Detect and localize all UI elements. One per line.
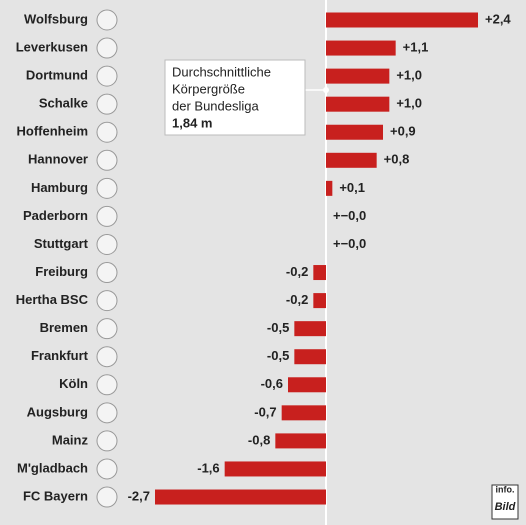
bar: [326, 96, 390, 112]
team-label: Freiburg: [35, 264, 88, 279]
team-logo: [96, 374, 118, 396]
team-logo: [96, 93, 118, 115]
value-label: -0,5: [267, 320, 289, 335]
bar: [155, 489, 326, 505]
bars: Wolfsburg +2,4 Leverkusen +1,1 Dortmund +1,0 S…: [16, 9, 511, 508]
team-logo: [96, 205, 118, 227]
team-logo: [96, 233, 118, 255]
bar: [326, 68, 390, 84]
annotation-line: Körpergröße: [172, 81, 245, 96]
bar: [326, 124, 383, 140]
bar: [313, 265, 326, 281]
brand-bottom: Bild: [495, 501, 516, 513]
value-label: +2,4: [485, 11, 511, 26]
team-label: Schalke: [39, 96, 88, 111]
team-label: FC Bayern: [23, 488, 88, 503]
value-label: +0,9: [390, 124, 416, 139]
value-label: +0,1: [339, 180, 365, 195]
team-logo: [96, 402, 118, 424]
value-label: +1,1: [403, 39, 429, 54]
value-label: -0,2: [286, 292, 308, 307]
team-label: Hamburg: [31, 180, 88, 195]
team-logo: [96, 177, 118, 199]
bar: [281, 405, 326, 421]
team-logo: [96, 458, 118, 480]
team-label: Hannover: [28, 152, 88, 167]
value-label: -1,6: [197, 460, 219, 475]
team-logo: [96, 121, 118, 143]
bar: [294, 321, 326, 337]
team-label: Mainz: [52, 432, 89, 447]
team-logo: [96, 9, 118, 31]
team-logo: [96, 430, 118, 452]
team-logo: [96, 65, 118, 87]
value-label: +1,0: [396, 96, 422, 111]
value-label: +0,8: [384, 152, 410, 167]
team-label: Bremen: [40, 320, 88, 335]
bar: [288, 377, 326, 393]
bar: [275, 433, 326, 449]
bar: [224, 461, 326, 477]
team-label: Leverkusen: [16, 39, 88, 54]
team-label: Dortmund: [26, 68, 88, 83]
value-label: -0,2: [286, 264, 308, 279]
annotation-line: der Bundesliga: [172, 98, 259, 113]
team-logo: [96, 37, 118, 59]
team-logo: [96, 262, 118, 284]
team-label: Paderborn: [23, 208, 88, 223]
annotation-value: 1,84 m: [172, 115, 212, 130]
team-logo: [96, 346, 118, 368]
team-label: Stuttgart: [34, 236, 89, 251]
value-label: +−0,0: [333, 208, 366, 223]
bar: [294, 349, 326, 365]
team-label: Wolfsburg: [24, 11, 88, 26]
bar: [326, 12, 478, 28]
value-label: -0,7: [254, 404, 276, 419]
value-label: -2,7: [128, 488, 150, 503]
team-logo: [96, 149, 118, 171]
team-label: Augsburg: [27, 404, 88, 419]
team-label: Frankfurt: [31, 348, 89, 363]
value-label: +−0,0: [333, 236, 366, 251]
annotation-line: Durchschnittliche: [172, 64, 271, 79]
value-label: -0,8: [248, 432, 270, 447]
team-logo: [96, 318, 118, 340]
value-label: -0,5: [267, 348, 289, 363]
bar: [313, 293, 326, 309]
brand-top: info.: [496, 484, 515, 494]
team-logo: [96, 486, 118, 508]
team-logo: [96, 290, 118, 312]
team-label: M'gladbach: [17, 460, 88, 475]
team-label: Hoffenheim: [17, 124, 89, 139]
annotation-box: [164, 59, 306, 136]
annotation-dot: [323, 87, 329, 93]
brand-box: [491, 484, 519, 520]
team-label: Köln: [59, 376, 88, 391]
team-label: Hertha BSC: [16, 292, 89, 307]
bar: [326, 40, 396, 56]
bar: [326, 152, 377, 168]
bar: [326, 180, 333, 196]
value-label: +1,0: [396, 68, 422, 83]
value-label: -0,6: [261, 376, 283, 391]
